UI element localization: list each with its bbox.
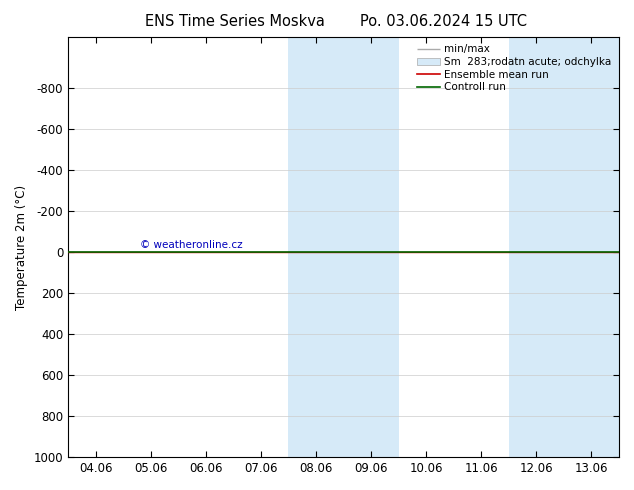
- Y-axis label: Temperature 2m (°C): Temperature 2m (°C): [15, 185, 28, 310]
- Text: © weatheronline.cz: © weatheronline.cz: [139, 240, 242, 250]
- Text: ENS Time Series Moskva: ENS Time Series Moskva: [145, 14, 325, 29]
- Legend: min/max, Sm  283;rodatn acute; odchylka, Ensemble mean run, Controll run: min/max, Sm 283;rodatn acute; odchylka, …: [415, 42, 614, 94]
- Bar: [288, 37, 399, 457]
- Bar: [509, 37, 619, 457]
- Text: Po. 03.06.2024 15 UTC: Po. 03.06.2024 15 UTC: [360, 14, 527, 29]
